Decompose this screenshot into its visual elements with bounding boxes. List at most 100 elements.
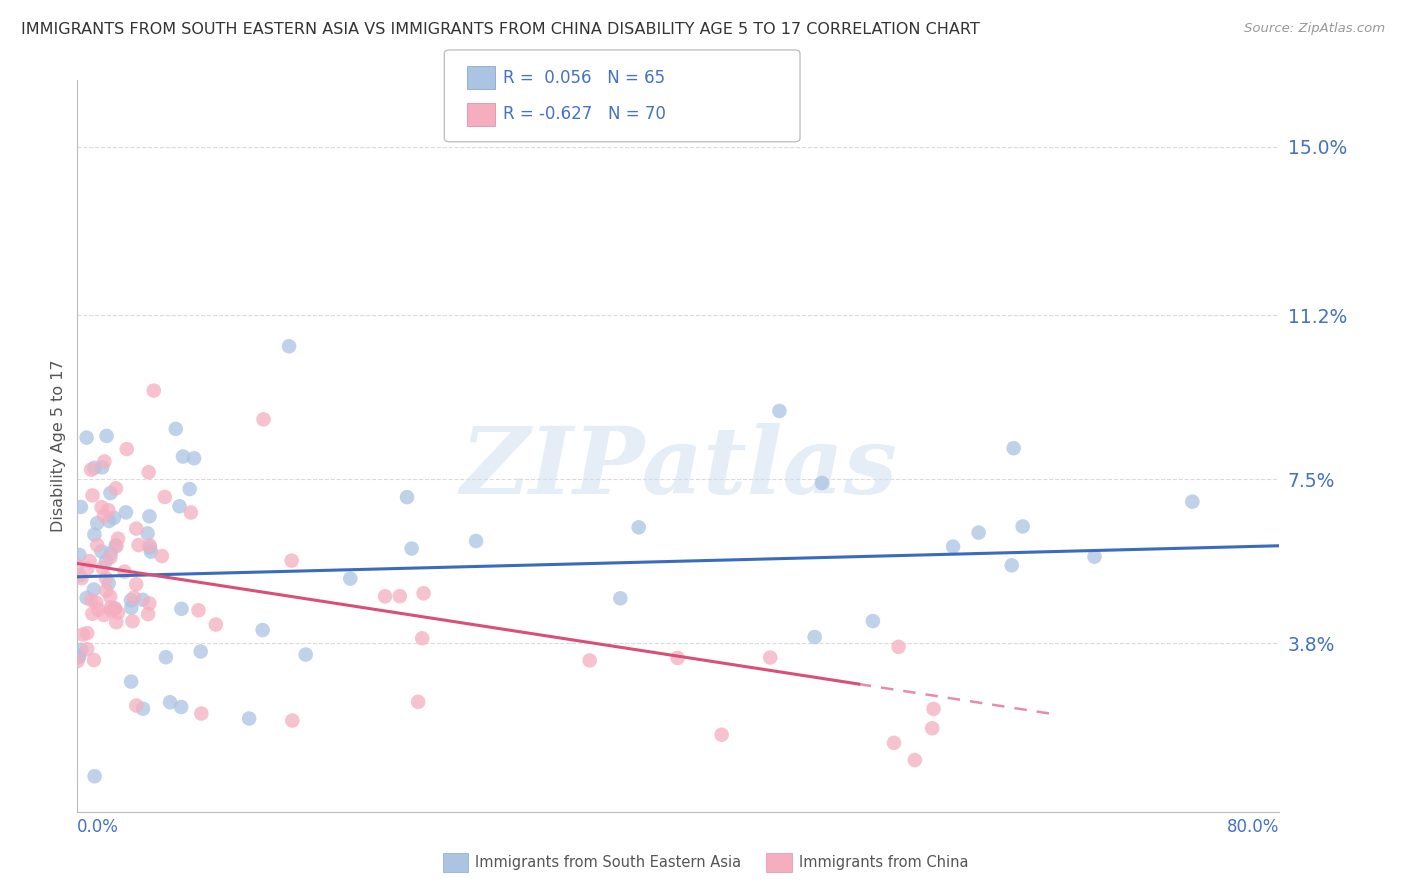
Point	[942, 540, 965, 554]
Point	[76, 591, 98, 605]
Point	[1181, 494, 1204, 508]
Point	[79, 554, 101, 568]
Point	[91, 561, 114, 575]
Point	[252, 623, 274, 637]
Point	[76, 561, 98, 575]
Point	[190, 706, 212, 721]
Point	[138, 596, 160, 610]
Point	[396, 490, 419, 504]
Point	[76, 431, 98, 445]
Point	[374, 590, 396, 604]
Point	[114, 565, 136, 579]
Point	[100, 603, 122, 617]
Point	[70, 571, 93, 585]
Point	[136, 526, 159, 541]
Point	[922, 702, 945, 716]
Point	[406, 695, 429, 709]
Y-axis label: Disability Age 5 to 17: Disability Age 5 to 17	[51, 359, 66, 533]
Point	[96, 429, 118, 443]
Point	[98, 514, 121, 528]
Point	[94, 554, 117, 568]
Point	[187, 603, 209, 617]
Point	[294, 648, 316, 662]
Point	[76, 626, 98, 640]
Point	[87, 602, 110, 616]
Point	[98, 590, 121, 604]
Point	[339, 572, 361, 586]
Point	[80, 463, 103, 477]
Point	[139, 541, 162, 555]
Point	[388, 589, 411, 603]
Point	[172, 450, 194, 464]
Point	[107, 532, 129, 546]
Point	[138, 538, 160, 552]
Point	[159, 695, 181, 709]
Point	[169, 500, 191, 514]
Point	[86, 516, 108, 530]
Point	[401, 541, 423, 556]
Point	[76, 642, 98, 657]
Point	[100, 486, 122, 500]
Point	[72, 627, 94, 641]
Point	[150, 549, 173, 563]
Point	[627, 520, 650, 534]
Point	[122, 591, 145, 605]
Point	[83, 527, 105, 541]
Point	[97, 576, 120, 591]
Text: IMMIGRANTS FROM SOUTH EASTERN ASIA VS IMMIGRANTS FROM CHINA DISABILITY AGE 5 TO : IMMIGRANTS FROM SOUTH EASTERN ASIA VS IM…	[21, 22, 980, 37]
Point	[170, 602, 193, 616]
Point	[67, 648, 90, 663]
Point	[100, 600, 122, 615]
Point	[465, 533, 488, 548]
Point	[115, 442, 138, 456]
Point	[183, 451, 205, 466]
Point	[128, 538, 150, 552]
Point	[180, 506, 202, 520]
Point	[666, 651, 689, 665]
Text: 0.0%: 0.0%	[77, 818, 120, 836]
Text: Immigrants from China: Immigrants from China	[799, 855, 969, 870]
Point	[70, 642, 93, 657]
Point	[83, 653, 105, 667]
Point	[578, 653, 600, 667]
Point	[125, 577, 148, 591]
Point	[83, 460, 105, 475]
Point	[1002, 441, 1025, 455]
Point	[411, 632, 433, 646]
Point	[138, 465, 160, 479]
Point	[103, 511, 125, 525]
Point	[82, 607, 104, 621]
Point	[132, 702, 155, 716]
Point	[811, 475, 834, 490]
Point	[921, 721, 943, 735]
Point	[120, 593, 142, 607]
Text: ZIPatlas: ZIPatlas	[460, 423, 897, 513]
Point	[105, 539, 128, 553]
Point	[121, 614, 143, 628]
Point	[125, 522, 148, 536]
Point	[1011, 519, 1033, 533]
Point	[142, 384, 165, 398]
Point	[190, 644, 212, 658]
Point	[132, 592, 155, 607]
Point	[93, 454, 115, 468]
Point	[94, 571, 117, 585]
Point	[609, 591, 631, 606]
Point	[165, 422, 187, 436]
Point	[115, 505, 138, 519]
Point	[125, 698, 148, 713]
Point	[67, 548, 90, 562]
Point	[138, 509, 160, 524]
Point	[90, 544, 112, 558]
Point	[1001, 558, 1024, 573]
Text: 80.0%: 80.0%	[1227, 818, 1279, 836]
Point	[967, 525, 990, 540]
Point	[710, 728, 733, 742]
Point	[97, 503, 120, 517]
Point	[80, 593, 103, 607]
Point	[803, 630, 825, 644]
Point	[67, 650, 90, 665]
Point	[104, 538, 127, 552]
Point	[83, 582, 105, 597]
Point	[252, 412, 274, 426]
